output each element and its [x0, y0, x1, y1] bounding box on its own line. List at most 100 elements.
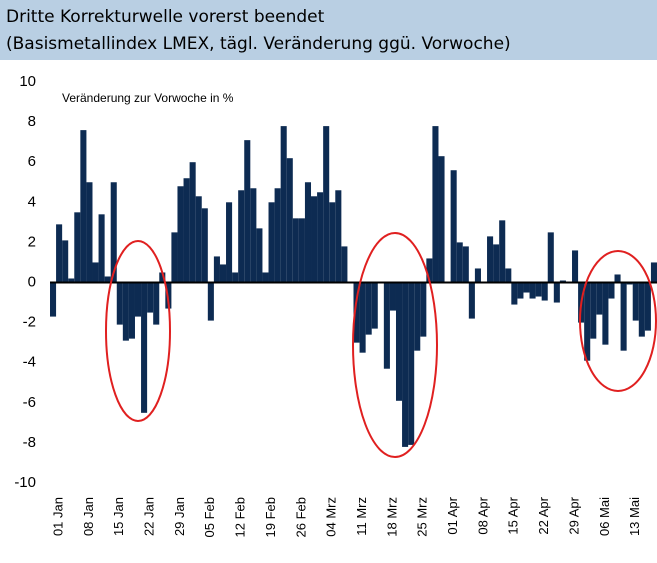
bar [298, 218, 305, 283]
x-tick-label: 01 Apr [445, 496, 460, 534]
bar [213, 256, 220, 283]
bar [68, 278, 75, 283]
bar [499, 220, 506, 283]
bar [602, 282, 609, 345]
bar [505, 268, 512, 283]
bar [62, 240, 69, 283]
bar [104, 276, 111, 283]
title-band [0, 0, 657, 60]
x-tick-label: 19 Feb [263, 497, 278, 537]
bar [323, 126, 330, 283]
bar [183, 178, 190, 283]
bar [110, 182, 117, 283]
bar [638, 282, 645, 337]
y-tick-label: 10 [19, 73, 36, 90]
y-tick-label: 6 [28, 153, 36, 170]
x-tick-label: 11 Mrz [354, 497, 369, 536]
bar [86, 182, 93, 283]
y-tick-label: 8 [28, 113, 36, 130]
bar [141, 282, 148, 413]
bar [529, 282, 536, 299]
bar [207, 282, 214, 321]
axis-note: Veränderung zur Vorwoche in % [62, 91, 234, 105]
x-tick-label: 22 Jan [142, 497, 157, 536]
bar [359, 282, 366, 353]
bar [402, 282, 409, 447]
bar [56, 224, 63, 283]
bar [250, 188, 257, 283]
bar [414, 282, 421, 351]
bar [116, 282, 123, 325]
bar [632, 282, 639, 321]
bar [329, 202, 336, 283]
bar [474, 268, 481, 283]
bar [626, 282, 633, 285]
bar [201, 208, 208, 283]
bar [608, 282, 615, 299]
y-tick-label: -8 [23, 434, 36, 451]
bar [292, 218, 299, 283]
bar [541, 282, 548, 301]
bar [159, 272, 166, 283]
bar [232, 272, 239, 283]
bar [147, 282, 154, 313]
x-tick-label: 08 Jan [81, 497, 96, 536]
bar [365, 282, 372, 335]
x-tick-label: 18 Mrz [384, 497, 399, 537]
bar [171, 232, 178, 283]
highlight-ellipse [579, 250, 657, 392]
bar [620, 282, 627, 351]
x-tick-label: 12 Feb [233, 497, 248, 537]
bar [238, 190, 245, 283]
bar [389, 282, 396, 311]
bar [614, 274, 621, 283]
y-tick-label: -6 [23, 394, 36, 411]
bar [450, 170, 457, 283]
x-tick-label: 25 Mrz [415, 497, 430, 537]
bar [420, 282, 427, 337]
bar [219, 264, 227, 283]
bar [559, 280, 566, 283]
bar [195, 196, 202, 283]
bar [335, 190, 342, 283]
bar [644, 282, 651, 331]
bar [438, 156, 445, 283]
bar [304, 182, 312, 283]
bar [523, 282, 530, 293]
bar [268, 202, 275, 283]
bar [128, 282, 135, 339]
x-tick-label: 26 Feb [293, 497, 308, 537]
chart-subtitle: (Basismetallindex LMEX, tägl. Veränderun… [6, 34, 511, 54]
x-tick-label: 05 Feb [202, 497, 217, 537]
x-tick-label: 01 Jan [50, 497, 65, 536]
bar [408, 282, 415, 445]
y-tick-label: 2 [28, 233, 36, 250]
bar [244, 140, 251, 283]
bar [596, 282, 603, 315]
bar [177, 186, 184, 283]
bar [280, 126, 287, 283]
highlight-ellipse [105, 240, 171, 422]
bar [487, 236, 494, 283]
bar [317, 192, 324, 283]
y-tick-label: 4 [28, 193, 36, 210]
bar [371, 282, 378, 329]
bar [134, 282, 142, 317]
plot: -10 -8 -6 -4 -2 0 2 4 6 8 10 01 Jan 08 Jan 15 Jan 22 J… [14, 73, 657, 537]
bar [311, 196, 318, 283]
bar [553, 282, 560, 303]
bar [584, 282, 591, 361]
bar [341, 246, 348, 283]
bar [547, 232, 554, 283]
bar [456, 242, 463, 283]
bar [262, 272, 269, 283]
bar [572, 250, 579, 283]
bar [80, 130, 87, 283]
bar [92, 262, 99, 283]
y-tick-label: 0 [28, 273, 36, 290]
bar [286, 158, 293, 283]
bar [517, 282, 524, 299]
x-tick-label: 06 Mai [597, 497, 612, 536]
bar [153, 282, 160, 325]
